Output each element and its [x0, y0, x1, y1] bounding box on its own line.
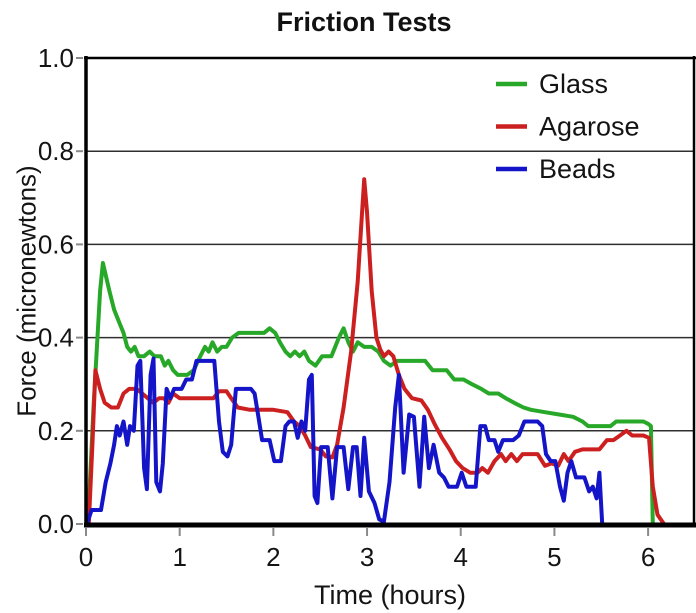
series-line-glass	[85, 261, 655, 526]
chart-title: Friction Tests	[276, 7, 452, 37]
legend-label-agarose: Agarose	[539, 112, 640, 142]
x-tick-label: 2	[266, 542, 280, 572]
x-tick-label: 3	[360, 542, 374, 572]
x-tick-label: 1	[172, 542, 186, 572]
y-tick-label: 0.2	[38, 416, 74, 446]
series-line-beads	[84, 356, 605, 526]
y-tick-label: 0.6	[38, 229, 74, 259]
x-tick-label: 0	[79, 542, 93, 572]
x-tick-label: 5	[547, 542, 561, 572]
x-tick-label: 4	[453, 542, 467, 572]
y-tick-label: 0.4	[38, 323, 74, 353]
y-tick-label: 0.8	[38, 136, 74, 166]
x-axis-label: Time (hours)	[313, 580, 467, 610]
legend-label-glass: Glass	[539, 69, 608, 99]
x-tick-label: 6	[641, 542, 655, 572]
y-tick-label: 0.0	[38, 509, 74, 539]
y-tick-label: 1.0	[38, 43, 74, 73]
legend-label-beads: Beads	[539, 154, 616, 184]
